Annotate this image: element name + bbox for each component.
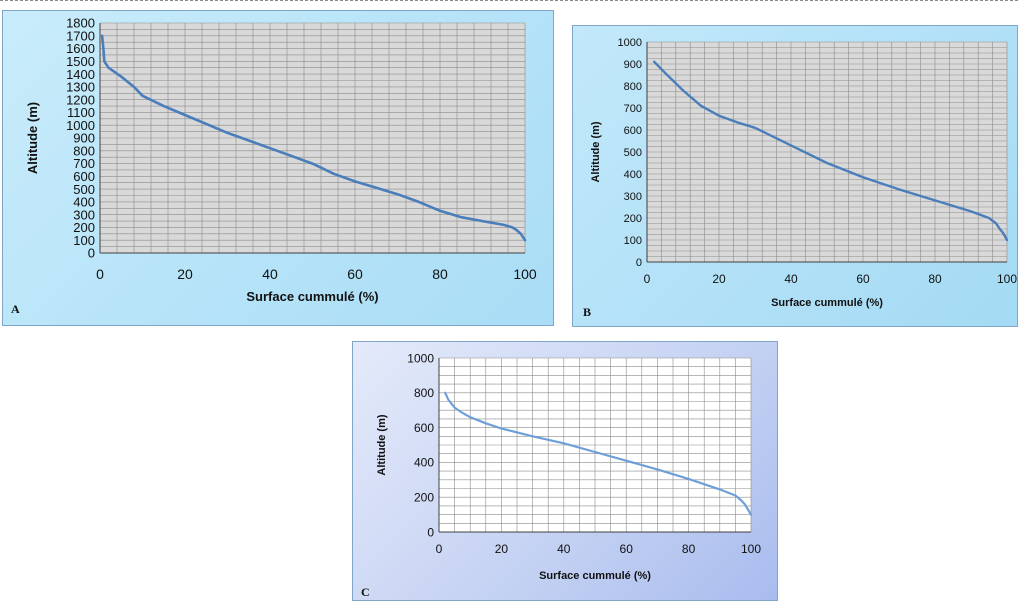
x-tick-label: 80 [928, 272, 942, 286]
top-dashed-rule [0, 0, 1018, 4]
y-tick-label: 1800 [66, 16, 95, 31]
y-tick-label: 600 [414, 421, 434, 435]
x-tick-label: 60 [856, 272, 870, 286]
x-tick-label: 20 [712, 272, 726, 286]
y-tick-label: 400 [414, 456, 434, 470]
y-tick-label: 0 [88, 246, 95, 261]
y-tick-label: 900 [624, 59, 642, 71]
x-tick-label: 20 [177, 266, 193, 282]
chart-panel-c: 0 200 400 600 800 1000 0 20 40 60 80 100 Surface cum… [352, 341, 778, 601]
x-tick-label: 100 [741, 542, 761, 556]
y-tick-label: 100 [73, 233, 95, 248]
panel-letter: C [361, 585, 370, 599]
x-axis-title: Surface cummulé (%) [771, 297, 883, 309]
panel-letter: A [11, 302, 20, 316]
x-tick-label: 40 [557, 542, 571, 556]
chart-a-svg: 0100200300400500600700800900100011001200… [11, 16, 537, 316]
y-tick-label: 1700 [66, 28, 95, 43]
y-tick-label: 700 [624, 103, 642, 115]
x-tick-label: 40 [784, 272, 798, 286]
series-line [652, 60, 1009, 242]
y-tick-label: 300 [73, 207, 95, 222]
series-line [100, 34, 527, 242]
x-tick-label: 20 [495, 542, 509, 556]
panel-letter: B [583, 305, 591, 319]
y-tick-label: 200 [414, 491, 434, 505]
y-tick-label: 1600 [66, 41, 95, 56]
chart-c-svg: 0 200 400 600 800 1000 0 20 40 60 80 100 Surface cum… [361, 351, 761, 599]
y-tick-label: 200 [624, 213, 642, 225]
y-tick-label: 100 [624, 235, 642, 247]
y-tick-label: 500 [624, 147, 642, 159]
y-tick-label: 400 [73, 195, 95, 210]
y-tick-label: 1300 [66, 80, 95, 95]
y-tick-label: 600 [73, 169, 95, 184]
x-tick-label: 100 [513, 266, 537, 282]
y-tick-label: 600 [624, 125, 642, 137]
x-tick-label: 100 [997, 272, 1017, 286]
x-axis-title: Surface cummulé (%) [539, 570, 651, 582]
x-tick-label: 80 [432, 266, 448, 282]
y-axis-title: Altitude (m) [376, 414, 388, 475]
y-tick-label: 800 [73, 143, 95, 158]
y-tick-label: 1000 [618, 37, 642, 49]
x-tick-label: 60 [347, 266, 363, 282]
x-tick-label: 0 [436, 542, 443, 556]
chart-panel-b: 0 100 200 300 400 500 600 700 800 900 1000 0 20 40 60 8… [572, 25, 1018, 327]
y-axis-title: Altitude (m) [590, 121, 602, 182]
y-tick-label: 1400 [66, 67, 95, 82]
x-tick-label: 0 [644, 272, 651, 286]
x-tick-label: 60 [620, 542, 634, 556]
x-tick-label: 0 [96, 266, 104, 282]
y-tick-label: 500 [73, 182, 95, 197]
x-tick-label: 80 [682, 542, 696, 556]
y-tick-label: 1000 [66, 118, 95, 133]
y-tick-label: 800 [414, 386, 434, 400]
x-tick-label: 40 [262, 266, 278, 282]
chart-panel-a: 0 100 200 300 400 500 600 700 800 900 1000 1100 1200… [2, 10, 554, 326]
y-tick-label: 1200 [66, 92, 95, 107]
y-tick-label: 0 [636, 257, 642, 269]
y-tick-label: 300 [624, 191, 642, 203]
series-line [444, 391, 753, 516]
y-tick-label: 800 [624, 81, 642, 93]
y-axis-title: Altitude (m) [25, 102, 40, 174]
chart-b-svg: 0 100 200 300 400 500 600 700 800 900 1000 0 20 40 60 8… [583, 37, 1017, 319]
y-tick-label: 1500 [66, 54, 95, 69]
y-tick-label: 1000 [407, 351, 434, 365]
y-tick-label: 200 [73, 220, 95, 235]
y-tick-label: 400 [624, 169, 642, 181]
x-axis-title: Surface cummulé (%) [246, 289, 378, 304]
y-tick-label: 900 [73, 131, 95, 146]
y-tick-label: 0 [427, 525, 434, 539]
y-tick-label: 1100 [67, 105, 95, 120]
y-tick-label: 700 [73, 156, 95, 171]
